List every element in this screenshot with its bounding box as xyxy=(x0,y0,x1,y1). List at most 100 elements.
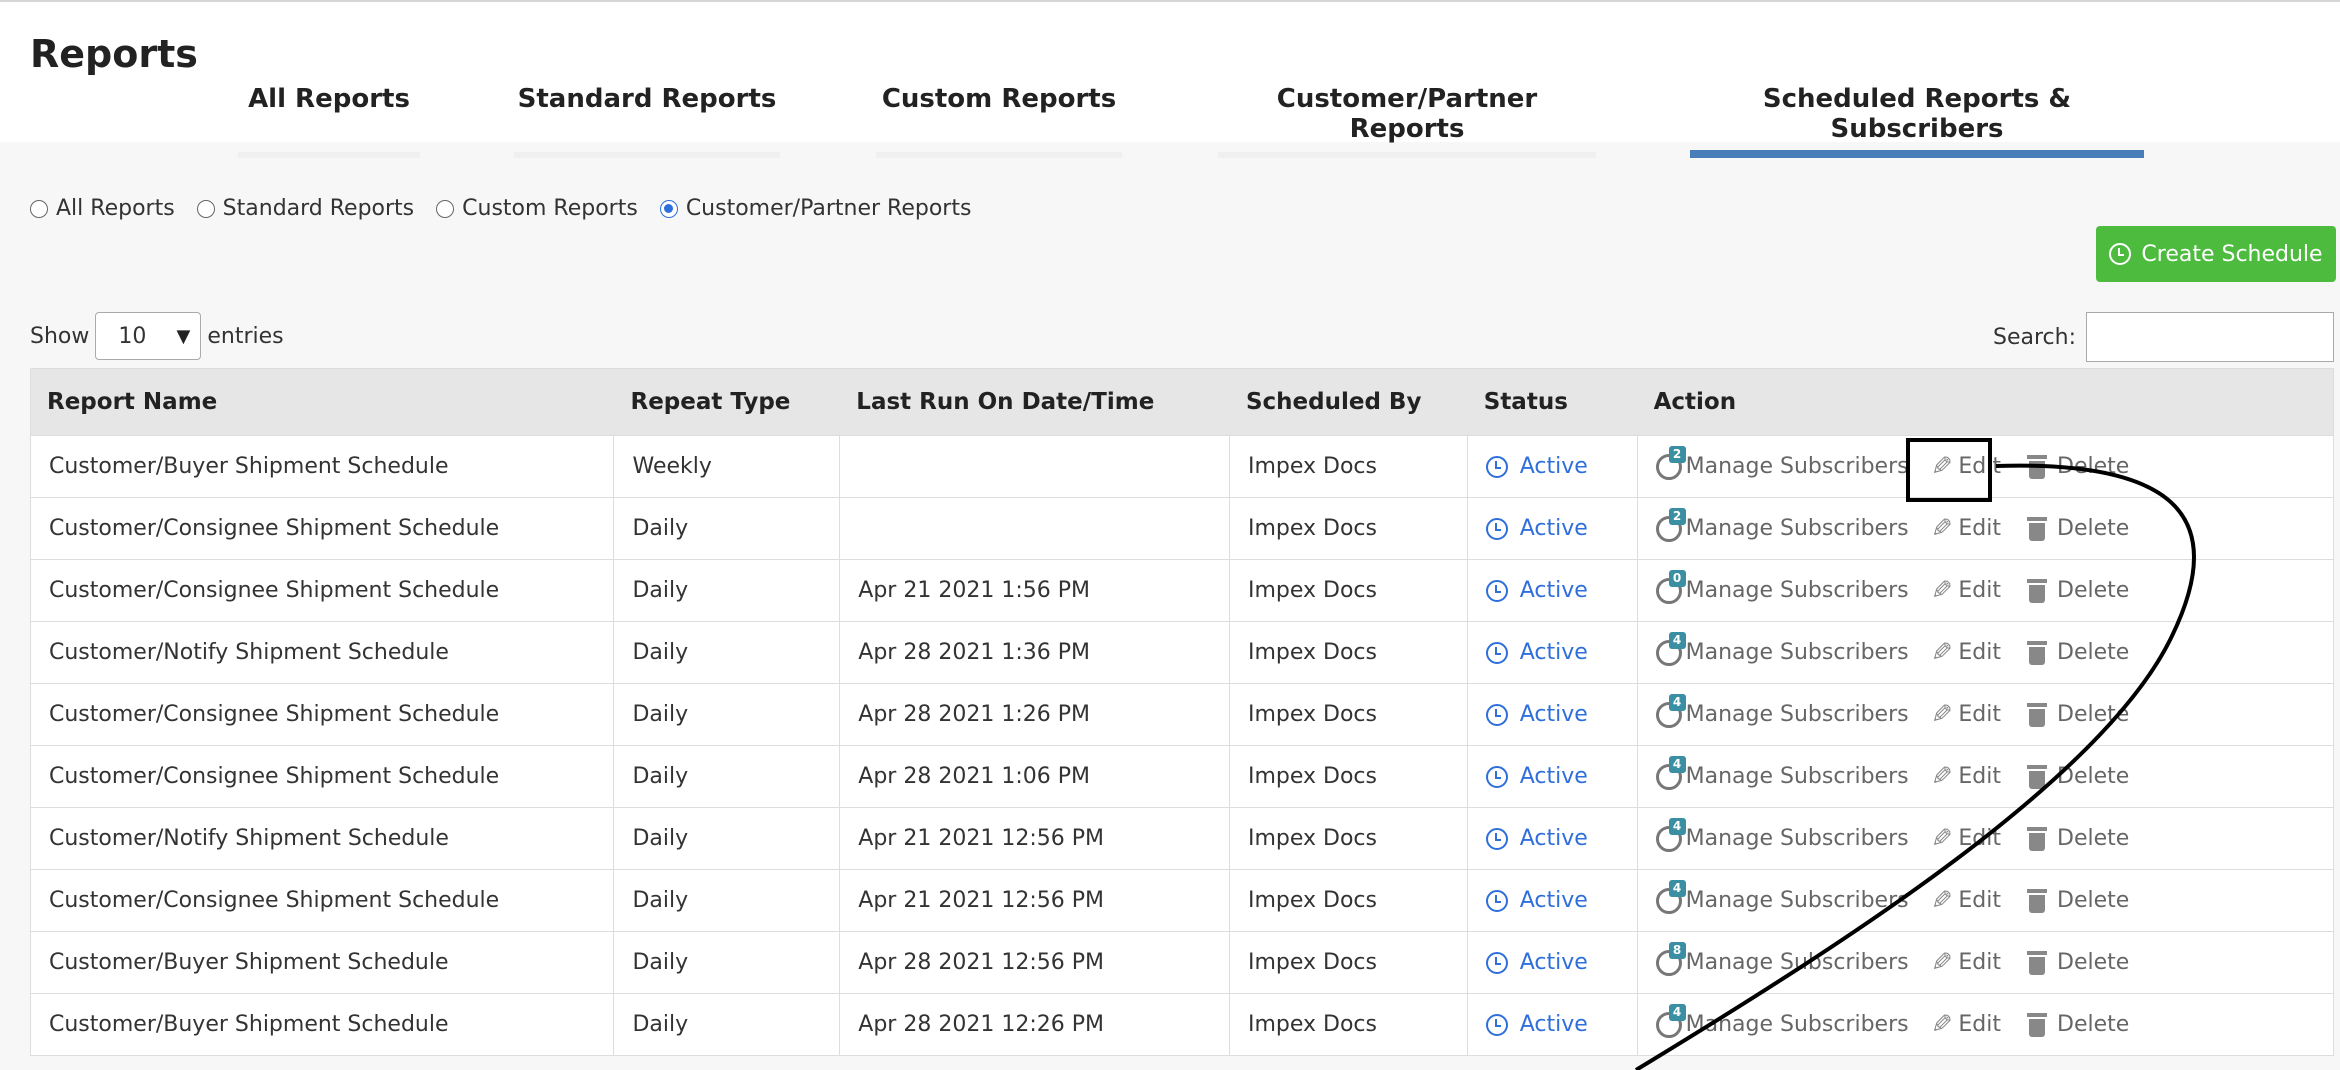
delete-link[interactable]: Delete xyxy=(2027,578,2129,603)
delete-link[interactable]: Delete xyxy=(2027,764,2129,789)
scheduled-by-cell: Impex Docs xyxy=(1230,560,1468,621)
clock-icon xyxy=(1485,517,1508,540)
status-link[interactable]: Active xyxy=(1485,1012,1588,1037)
subscriber-count-badge: 4 xyxy=(1668,817,1686,835)
header-report-name[interactable]: Report Name xyxy=(47,389,218,415)
radio-button[interactable] xyxy=(436,199,455,218)
edit-link[interactable]: ✎ Edit xyxy=(1931,948,2001,978)
create-schedule-button[interactable]: Create Schedule xyxy=(2096,226,2336,282)
manage-subscribers-link[interactable]: 4 Manage Subscribers xyxy=(1655,817,1909,852)
action-cell: 4 Manage Subscribers ✎ Edit Delete xyxy=(1638,994,2333,1055)
last-run-cell: Apr 28 2021 12:56 PM xyxy=(840,932,1230,993)
header-last-run[interactable]: Last Run On Date/Time xyxy=(856,389,1155,415)
status-link[interactable]: Active xyxy=(1485,888,1588,913)
edit-link[interactable]: ✎ Edit xyxy=(1931,886,2001,916)
action-cell: 8 Manage Subscribers ✎ Edit Delete xyxy=(1638,932,2333,993)
edit-label: Edit xyxy=(1958,516,2001,541)
report-type-filter: All Reports Standard Reports Custom Repo… xyxy=(30,196,993,221)
status-link[interactable]: Active xyxy=(1485,640,1588,665)
subscriber-count-badge: 4 xyxy=(1668,631,1686,649)
repeat-type-cell: Daily xyxy=(614,560,841,621)
delete-link[interactable]: Delete xyxy=(2027,1012,2129,1037)
radio-all-reports[interactable]: All Reports xyxy=(30,196,175,221)
delete-link[interactable]: Delete xyxy=(2027,454,2129,479)
status-cell: Active xyxy=(1468,870,1638,931)
status-link[interactable]: Active xyxy=(1485,578,1588,603)
last-run-cell: Apr 21 2021 12:56 PM xyxy=(840,870,1230,931)
edit-link[interactable]: ✎ Edit xyxy=(1931,452,2001,482)
delete-link[interactable]: Delete xyxy=(2027,640,2129,665)
report-name-cell: Customer/Notify Shipment Schedule xyxy=(31,622,615,683)
status-link[interactable]: Active xyxy=(1485,950,1588,975)
edit-label: Edit xyxy=(1958,888,2001,913)
pencil-icon: ✎ xyxy=(1930,885,1953,916)
delete-link[interactable]: Delete xyxy=(2027,702,2129,727)
manage-subscribers-link[interactable]: 2 Manage Subscribers xyxy=(1655,507,1909,542)
edit-link[interactable]: ✎ Edit xyxy=(1931,638,2001,668)
report-name-cell: Customer/Consignee Shipment Schedule xyxy=(31,560,615,621)
table-header: Report Name Repeat Type Last Run On Date… xyxy=(31,369,2333,435)
trash-icon xyxy=(2027,950,2047,975)
delete-label: Delete xyxy=(2057,888,2130,913)
edit-link[interactable]: ✎ Edit xyxy=(1931,514,2001,544)
status-label: Active xyxy=(1519,640,1588,665)
delete-label: Delete xyxy=(2057,640,2130,665)
status-cell: Active xyxy=(1468,436,1638,497)
delete-link[interactable]: Delete xyxy=(2027,888,2129,913)
trash-icon xyxy=(2027,888,2047,913)
status-link[interactable]: Active xyxy=(1485,454,1588,479)
radio-customer-partner-reports[interactable]: Customer/Partner Reports xyxy=(659,196,971,221)
last-run-cell: Apr 28 2021 12:26 PM xyxy=(840,994,1230,1055)
radio-button[interactable] xyxy=(196,199,215,218)
tab-custom-reports[interactable]: Custom Reports xyxy=(876,82,1122,158)
status-link[interactable]: Active xyxy=(1485,702,1588,727)
table-row: Customer/Notify Shipment Schedule Daily Ap… xyxy=(31,807,2333,869)
radio-custom-reports[interactable]: Custom Reports xyxy=(436,196,638,221)
header-scheduled-by[interactable]: Scheduled By xyxy=(1245,389,1422,415)
manage-subscribers-label: Manage Subscribers xyxy=(1685,640,1909,665)
status-link[interactable]: Active xyxy=(1485,764,1588,789)
trash-icon xyxy=(2027,516,2047,541)
edit-link[interactable]: ✎ Edit xyxy=(1931,700,2001,730)
manage-subscribers-link[interactable]: 4 Manage Subscribers xyxy=(1655,879,1909,914)
edit-link[interactable]: ✎ Edit xyxy=(1931,1010,2001,1040)
report-name-cell: Customer/Buyer Shipment Schedule xyxy=(31,436,615,497)
delete-label: Delete xyxy=(2057,578,2130,603)
delete-label: Delete xyxy=(2057,764,2130,789)
delete-link[interactable]: Delete xyxy=(2027,516,2129,541)
report-name-cell: Customer/Notify Shipment Schedule xyxy=(31,808,615,869)
status-link[interactable]: Active xyxy=(1485,516,1588,541)
edit-link[interactable]: ✎ Edit xyxy=(1931,824,2001,854)
manage-subscribers-link[interactable]: 0 Manage Subscribers xyxy=(1655,569,1909,604)
header-repeat-type[interactable]: Repeat Type xyxy=(630,389,791,415)
manage-subscribers-link[interactable]: 4 Manage Subscribers xyxy=(1655,693,1909,728)
clock-icon xyxy=(1485,579,1508,602)
manage-subscribers-link[interactable]: 4 Manage Subscribers xyxy=(1655,755,1909,790)
manage-subscribers-link[interactable]: 8 Manage Subscribers xyxy=(1655,941,1909,976)
edit-link[interactable]: ✎ Edit xyxy=(1931,576,2001,606)
tab-scheduled-reports[interactable]: Scheduled Reports & Subscribers xyxy=(1690,82,2144,158)
status-cell: Active xyxy=(1468,746,1638,807)
status-label: Active xyxy=(1519,950,1588,975)
manage-subscribers-link[interactable]: 4 Manage Subscribers xyxy=(1655,631,1909,666)
tab-customer-partner-reports[interactable]: Customer/Partner Reports xyxy=(1218,82,1596,158)
status-label: Active xyxy=(1519,578,1588,603)
table-row: Customer/Consignee Shipment Schedule Dail… xyxy=(31,683,2333,745)
delete-link[interactable]: Delete xyxy=(2027,826,2129,851)
radio-button[interactable] xyxy=(659,199,678,218)
entries-select[interactable]: 10 ▼ xyxy=(95,312,202,360)
tab-all-reports[interactable]: All Reports xyxy=(238,82,420,158)
search-input[interactable] xyxy=(2086,312,2334,362)
delete-link[interactable]: Delete xyxy=(2027,950,2129,975)
header-status[interactable]: Status xyxy=(1483,389,1568,415)
status-link[interactable]: Active xyxy=(1485,826,1588,851)
manage-subscribers-link[interactable]: 4 Manage Subscribers xyxy=(1655,1003,1909,1038)
tab-standard-reports[interactable]: Standard Reports xyxy=(514,82,780,158)
last-run-cell: Apr 28 2021 1:06 PM xyxy=(840,746,1230,807)
edit-label: Edit xyxy=(1958,950,2001,975)
edit-link[interactable]: ✎ Edit xyxy=(1931,762,2001,792)
manage-subscribers-link[interactable]: 2 Manage Subscribers xyxy=(1655,445,1909,480)
radio-button[interactable] xyxy=(30,199,48,218)
clock-icon xyxy=(1485,889,1508,912)
radio-standard-reports[interactable]: Standard Reports xyxy=(196,196,414,221)
